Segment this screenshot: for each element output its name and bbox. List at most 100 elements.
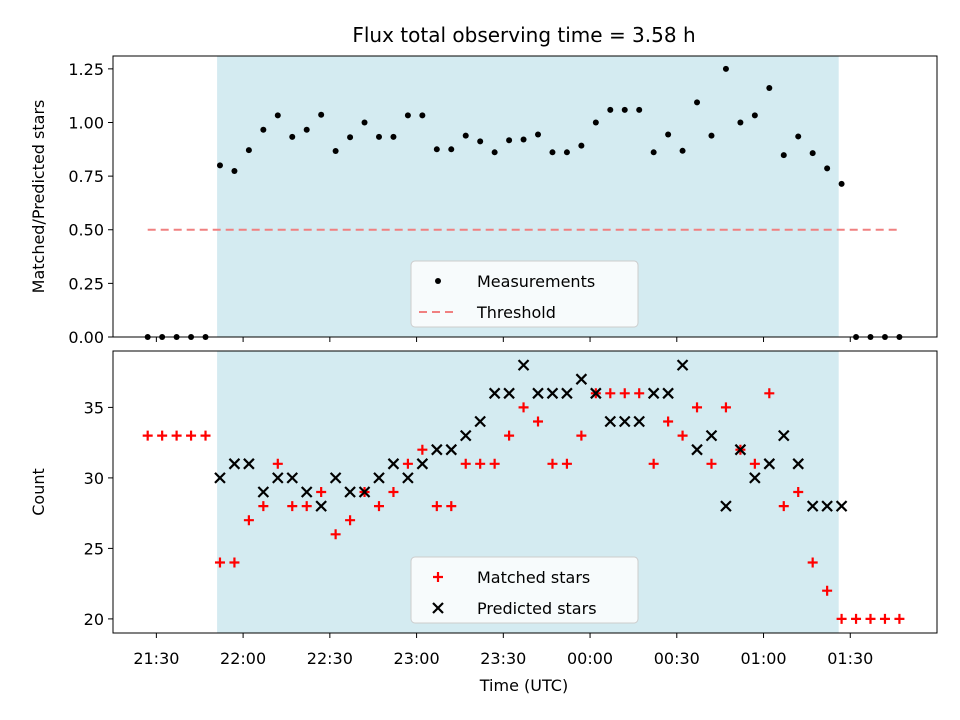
x-tick-label: 00:00 <box>567 649 613 668</box>
matched-stars-point <box>417 444 428 455</box>
measurements-point <box>289 133 296 140</box>
measurements-point <box>679 147 686 154</box>
measurements-point <box>592 119 599 126</box>
predicted-stars-point <box>315 500 327 512</box>
measurements-point <box>419 112 426 119</box>
matched-stars-point <box>851 613 862 624</box>
measurements-point <box>578 142 585 149</box>
measurements-point <box>375 133 382 140</box>
measurements-point <box>520 136 527 143</box>
predicted-stars-point <box>662 387 674 400</box>
count-panel: 20 25 30 35 Count Matched stars Predicted star… <box>29 350 938 638</box>
matched-stars-point <box>431 501 442 512</box>
measurements-point <box>303 126 310 133</box>
predicted-stars-point <box>647 387 660 400</box>
predicted-stars-point <box>749 472 761 484</box>
y-tick-label: 20 <box>84 610 104 629</box>
matched-stars-point <box>388 487 399 497</box>
legend: Measurements Threshold <box>410 260 639 328</box>
predicted-stars-point <box>734 443 747 456</box>
predicted-stars-point <box>344 486 356 498</box>
matched-stars-point <box>677 430 688 441</box>
matched-stars-point <box>475 458 486 469</box>
matched-stars-point <box>865 613 876 624</box>
matched-stars-point <box>460 458 471 469</box>
predicted-stars-point <box>590 387 602 400</box>
x-tick-label: 23:30 <box>480 649 526 668</box>
predicted-stars-point <box>329 472 342 484</box>
predicted-stars-point <box>228 458 241 470</box>
matched-stars-point <box>287 501 298 512</box>
matched-stars-point <box>504 430 515 441</box>
predicted-stars-point <box>633 415 645 428</box>
measurements-point <box>448 146 455 153</box>
predicted-stars-point <box>691 443 703 456</box>
predicted-stars-point <box>705 429 718 442</box>
y-tick-label: 30 <box>84 469 104 488</box>
measurements-point <box>708 132 715 139</box>
x-tick-label: 00:30 <box>654 649 700 668</box>
measurements-point <box>477 138 484 145</box>
matched-stars-point <box>214 557 225 568</box>
measurements-point <box>491 149 498 156</box>
predicted-stars-point <box>387 458 400 470</box>
measurements-point <box>824 165 831 172</box>
matched-stars-point <box>648 458 659 469</box>
matched-stars-point <box>142 430 153 441</box>
measurements-point <box>563 149 570 156</box>
measurements-point <box>390 133 397 140</box>
predicted-stars-point <box>604 415 617 428</box>
measurements-point <box>780 152 787 159</box>
x-tick-label: 01:30 <box>827 649 873 668</box>
measurements-point <box>332 148 339 155</box>
predicted-stars-point <box>459 429 472 442</box>
matched-stars-point <box>316 487 327 497</box>
measurements-point <box>621 106 628 113</box>
predicted-stars-point <box>373 472 385 484</box>
predicted-stars-point <box>720 500 732 512</box>
x-tick-label: 01:00 <box>740 649 786 668</box>
measurements-point <box>694 99 701 106</box>
predicted-stars-point <box>517 359 530 371</box>
predicted-stars-point <box>286 472 299 484</box>
matched-stars-point <box>879 613 890 624</box>
predicted-stars-point <box>503 387 515 400</box>
measurements-point <box>216 162 223 169</box>
matched-stars-point <box>157 430 168 441</box>
legend-box <box>410 556 639 624</box>
measurements-point <box>665 131 672 138</box>
predicted-stars-point <box>777 429 790 442</box>
predicted-stars-point <box>763 458 776 470</box>
y-tick-label: 1.00 <box>68 113 104 132</box>
predicted-stars-point <box>676 359 689 371</box>
x-tick-label: 22:00 <box>220 649 266 668</box>
matched-stars-point <box>720 402 731 413</box>
matched-stars-point <box>822 585 833 596</box>
measurements-point <box>260 126 267 133</box>
y-axis-label: Count <box>29 468 48 516</box>
legend-measurements-marker <box>435 278 441 284</box>
matched-stars-point <box>894 613 905 624</box>
predicted-stars-point <box>445 443 458 456</box>
matched-stars-point <box>634 388 645 399</box>
matched-stars-point <box>547 458 558 469</box>
predicted-stars-point <box>272 472 284 484</box>
plot-frame <box>112 55 938 338</box>
y-tick-label: 25 <box>84 539 104 558</box>
x-axis: 21:30 22:00 22:30 23:00 23:30 00:00 00:30 01:00… <box>133 649 873 668</box>
matched-stars-point <box>561 458 572 469</box>
matched-stars-point <box>489 458 500 469</box>
y-axis-label: Matched/Predicted stars <box>29 100 48 294</box>
predicted-stars-point <box>488 387 501 400</box>
legend-measurements-label: Measurements <box>477 272 595 291</box>
y-tick-label: 1.25 <box>68 60 104 79</box>
matched-stars-point <box>330 529 341 540</box>
measurements-point <box>636 106 643 113</box>
matched-stars-point <box>200 430 211 441</box>
matched-stars-point <box>186 430 197 441</box>
y-tick-label: 0.50 <box>68 221 104 240</box>
x-tick-label: 22:30 <box>307 649 353 668</box>
matched-stars-point <box>663 416 674 427</box>
matched-stars-point <box>272 458 283 469</box>
